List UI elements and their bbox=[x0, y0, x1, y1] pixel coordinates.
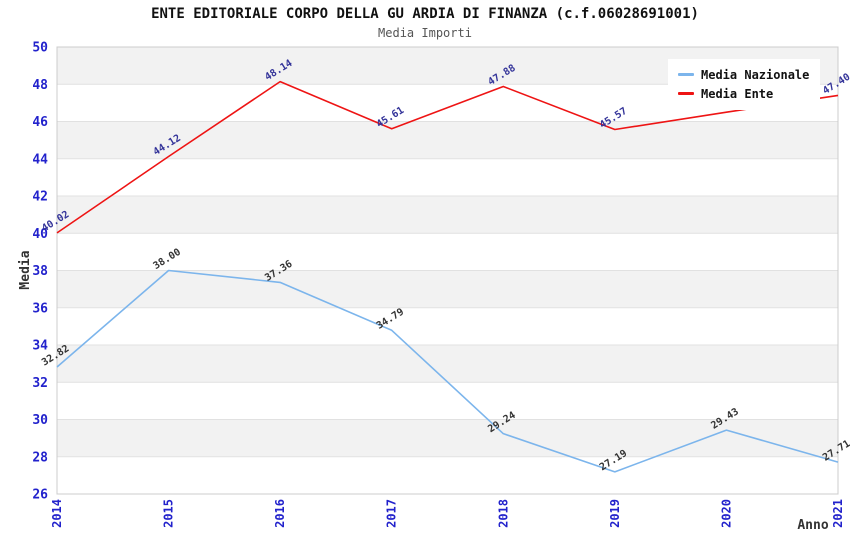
y-tick-label: 26 bbox=[32, 488, 48, 503]
legend: Media Nazionale Media Ente bbox=[668, 59, 820, 110]
plot-band bbox=[57, 196, 838, 234]
y-tick-label: 32 bbox=[32, 376, 48, 391]
chart-subtitle: Media Importi bbox=[378, 26, 472, 40]
x-tick-label: 2014 bbox=[50, 499, 64, 528]
chart-title: ENTE EDITORIALE CORPO DELLA GU ARDIA DI … bbox=[151, 6, 699, 22]
y-tick-label: 46 bbox=[32, 115, 48, 130]
legend-item-media-nazionale[interactable]: Media Nazionale bbox=[678, 65, 820, 84]
y-tick-label: 38 bbox=[32, 264, 48, 279]
x-tick-label: 2020 bbox=[719, 499, 733, 528]
legend-swatch-media-ente-icon bbox=[678, 92, 694, 95]
y-tick-label: 48 bbox=[32, 78, 48, 93]
legend-item-media-ente[interactable]: Media Ente bbox=[678, 84, 820, 103]
plot-border bbox=[56, 46, 839, 495]
x-tick-label: 2016 bbox=[273, 499, 287, 528]
series-line-media-nazionale bbox=[56, 269, 839, 473]
plot-band bbox=[57, 345, 838, 383]
x-tick-label: 2019 bbox=[608, 499, 622, 528]
legend-label-media-ente: Media Ente bbox=[701, 86, 774, 101]
x-tick-label: 2018 bbox=[496, 499, 510, 528]
y-tick-label: 30 bbox=[32, 413, 48, 428]
x-tick-label: 2017 bbox=[385, 499, 399, 528]
y-axis-title: Media bbox=[18, 250, 33, 289]
x-tick-label: 2021 bbox=[831, 499, 845, 528]
y-tick-label: 44 bbox=[32, 152, 48, 167]
plot-band bbox=[57, 270, 838, 308]
plot-band bbox=[57, 419, 838, 457]
series-line-media-ente bbox=[56, 80, 839, 234]
legend-swatch-media-nazionale-icon bbox=[678, 73, 694, 76]
x-axis-title: Anno bbox=[797, 518, 828, 533]
x-tick-label: 2015 bbox=[162, 499, 176, 528]
y-tick-label: 42 bbox=[32, 190, 48, 205]
data-point-label: 34.79 bbox=[375, 307, 406, 332]
y-tick-label: 36 bbox=[32, 301, 48, 316]
y-tick-label: 34 bbox=[32, 339, 48, 354]
data-point-label: 38.00 bbox=[152, 247, 183, 272]
legend-label-media-nazionale: Media Nazionale bbox=[701, 67, 810, 82]
y-tick-label: 28 bbox=[32, 450, 48, 465]
y-tick-label: 40 bbox=[32, 227, 48, 242]
y-tick-label: 50 bbox=[32, 41, 48, 56]
plot-band bbox=[57, 121, 838, 159]
